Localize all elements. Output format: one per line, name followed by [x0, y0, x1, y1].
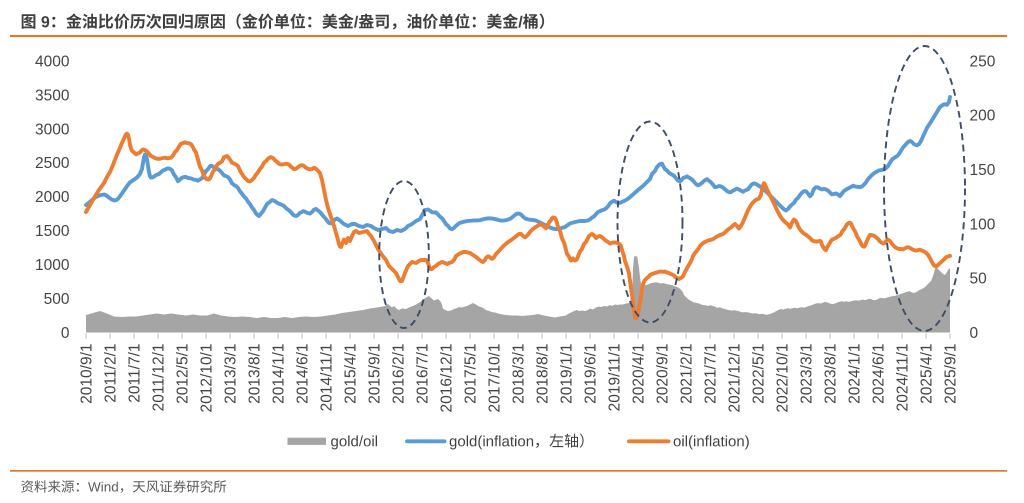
svg-text:0: 0: [61, 325, 70, 342]
svg-text:2012/10/1: 2012/10/1: [198, 344, 215, 413]
svg-text:2012/5/1: 2012/5/1: [174, 344, 191, 404]
svg-text:2018/3/1: 2018/3/1: [510, 344, 527, 404]
svg-text:4000: 4000: [35, 53, 70, 70]
svg-text:2014/6/1: 2014/6/1: [294, 344, 311, 404]
svg-text:2016/2/1: 2016/2/1: [390, 344, 407, 404]
svg-text:3000: 3000: [35, 121, 70, 138]
svg-text:2025/9/1: 2025/9/1: [942, 344, 959, 404]
svg-text:2013/8/1: 2013/8/1: [246, 344, 263, 404]
svg-text:2024/11/1: 2024/11/1: [894, 344, 911, 412]
svg-text:0: 0: [970, 325, 979, 342]
svg-text:2000: 2000: [35, 189, 70, 206]
svg-text:2017/10/1: 2017/10/1: [486, 344, 503, 413]
svg-text:2015/9/1: 2015/9/1: [366, 344, 383, 404]
svg-text:2021/2/1: 2021/2/1: [678, 344, 695, 404]
svg-text:2023/3/1: 2023/3/1: [798, 344, 815, 404]
svg-text:2021/12/1: 2021/12/1: [726, 344, 743, 413]
svg-text:1500: 1500: [35, 223, 70, 240]
svg-text:2014/1/1: 2014/1/1: [270, 344, 287, 404]
svg-text:2024/6/1: 2024/6/1: [870, 344, 887, 404]
svg-text:2019/11/1: 2019/11/1: [606, 344, 623, 412]
svg-text:2011/2/1: 2011/2/1: [102, 344, 119, 403]
svg-text:2021/7/1: 2021/7/1: [702, 344, 719, 404]
svg-text:2015/4/1: 2015/4/1: [342, 344, 359, 404]
svg-text:2016/12/1: 2016/12/1: [438, 344, 455, 413]
svg-text:2010/9/1: 2010/9/1: [78, 344, 95, 404]
svg-text:100: 100: [970, 216, 996, 233]
svg-text:2011/12/1: 2011/12/1: [150, 344, 167, 412]
svg-text:2023/8/1: 2023/8/1: [822, 344, 839, 404]
svg-text:50: 50: [970, 271, 988, 288]
svg-text:150: 150: [970, 162, 996, 179]
svg-text:2019/6/1: 2019/6/1: [582, 344, 599, 404]
svg-text:2500: 2500: [35, 155, 70, 172]
svg-text:200: 200: [970, 108, 996, 125]
svg-text:2011/7/1: 2011/7/1: [126, 344, 143, 403]
svg-text:2018/8/1: 2018/8/1: [534, 344, 551, 404]
svg-text:2024/1/1: 2024/1/1: [846, 344, 863, 404]
svg-text:2013/3/1: 2013/3/1: [222, 344, 239, 404]
svg-text:2025/4/1: 2025/4/1: [918, 344, 935, 404]
svg-text:2017/5/1: 2017/5/1: [462, 344, 479, 404]
svg-text:2020/4/1: 2020/4/1: [630, 344, 647, 404]
svg-text:250: 250: [970, 53, 996, 70]
svg-text:1000: 1000: [35, 257, 70, 274]
svg-text:2020/9/1: 2020/9/1: [654, 344, 671, 404]
svg-text:500: 500: [44, 291, 70, 308]
svg-text:3500: 3500: [35, 87, 70, 104]
svg-text:2014/11/1: 2014/11/1: [318, 344, 335, 412]
svg-text:2022/5/1: 2022/5/1: [750, 344, 767, 404]
svg-text:2022/10/1: 2022/10/1: [774, 344, 791, 413]
svg-text:2019/1/1: 2019/1/1: [558, 344, 575, 404]
svg-text:2016/7/1: 2016/7/1: [414, 344, 431, 404]
